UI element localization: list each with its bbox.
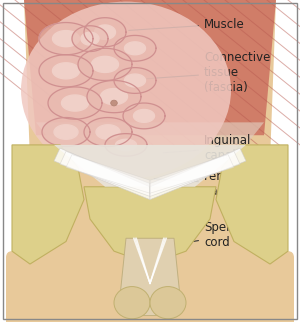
Text: Connective
tissue
(fascia): Connective tissue (fascia) bbox=[147, 51, 270, 94]
Polygon shape bbox=[92, 56, 118, 72]
Polygon shape bbox=[48, 87, 102, 119]
Polygon shape bbox=[61, 95, 88, 111]
Polygon shape bbox=[52, 63, 80, 79]
Polygon shape bbox=[39, 55, 93, 87]
Text: Femoral
canal: Femoral canal bbox=[154, 170, 251, 197]
Polygon shape bbox=[124, 74, 146, 87]
Ellipse shape bbox=[111, 100, 117, 106]
Polygon shape bbox=[84, 118, 132, 147]
Polygon shape bbox=[216, 145, 288, 264]
Polygon shape bbox=[123, 103, 165, 129]
Polygon shape bbox=[54, 145, 246, 187]
Polygon shape bbox=[150, 148, 246, 200]
Polygon shape bbox=[36, 122, 264, 145]
Ellipse shape bbox=[114, 287, 150, 319]
Polygon shape bbox=[114, 35, 156, 61]
FancyBboxPatch shape bbox=[6, 251, 84, 322]
Polygon shape bbox=[54, 148, 150, 200]
Polygon shape bbox=[114, 68, 156, 93]
Polygon shape bbox=[87, 80, 141, 113]
Polygon shape bbox=[60, 151, 150, 196]
Polygon shape bbox=[24, 0, 276, 135]
Polygon shape bbox=[24, 0, 276, 322]
Polygon shape bbox=[78, 48, 132, 80]
Polygon shape bbox=[81, 32, 99, 45]
Polygon shape bbox=[120, 238, 180, 316]
Polygon shape bbox=[134, 109, 154, 122]
Polygon shape bbox=[66, 155, 150, 193]
Polygon shape bbox=[150, 151, 240, 196]
Text: Muscle: Muscle bbox=[129, 18, 245, 31]
Polygon shape bbox=[52, 31, 80, 47]
Polygon shape bbox=[94, 25, 116, 39]
Polygon shape bbox=[100, 89, 127, 105]
Ellipse shape bbox=[150, 287, 186, 319]
Polygon shape bbox=[39, 23, 93, 55]
Polygon shape bbox=[116, 139, 136, 150]
Polygon shape bbox=[105, 134, 147, 156]
Polygon shape bbox=[96, 125, 120, 139]
FancyBboxPatch shape bbox=[216, 251, 294, 322]
Polygon shape bbox=[12, 145, 84, 264]
Polygon shape bbox=[84, 18, 126, 47]
Polygon shape bbox=[42, 118, 90, 147]
Polygon shape bbox=[150, 155, 234, 193]
Polygon shape bbox=[124, 42, 146, 55]
Polygon shape bbox=[84, 187, 216, 264]
Ellipse shape bbox=[21, 2, 231, 179]
Text: Inguinal
canal: Inguinal canal bbox=[163, 134, 251, 162]
Text: Spermatic
cord: Spermatic cord bbox=[144, 221, 264, 249]
Polygon shape bbox=[54, 125, 78, 139]
Polygon shape bbox=[72, 26, 108, 52]
